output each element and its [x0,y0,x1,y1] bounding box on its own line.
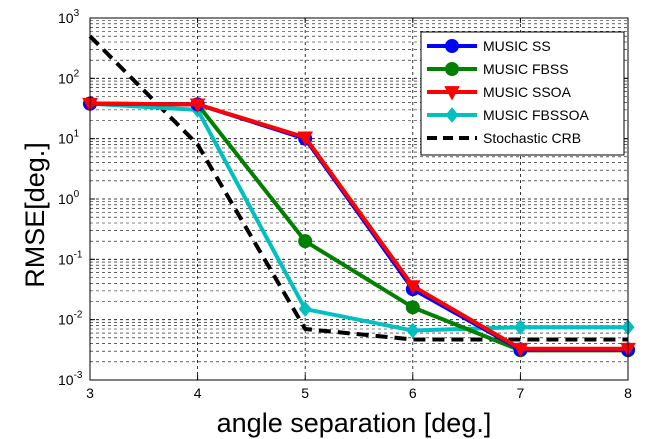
x-tick-label: 6 [409,385,417,401]
x-axis-label: angle separation [deg.] [217,408,492,438]
legend-entry: MUSIC SSOA [427,84,572,101]
y-tick-label: 101 [58,129,80,147]
legend-label: MUSIC SSOA [483,84,572,100]
legend-entry: Stochastic CRB [427,130,581,146]
x-tick-label: 3 [86,385,94,401]
x-tick-label: 5 [301,385,309,401]
data-point [405,300,420,315]
data-point [405,280,421,295]
data-point [513,319,527,336]
series-line [89,101,628,333]
data-point [297,131,313,146]
y-tick-label: 102 [58,68,80,86]
x-tick-label: 4 [194,385,202,401]
y-tick-label: 10-2 [58,310,83,328]
data-point [445,107,459,123]
y-tick-label: 103 [58,8,80,26]
legend-label: MUSIC FBSS [483,61,569,77]
legend: MUSIC SS MUSIC FBSS MUSIC SSOA MUSIC FBSSOA… [420,31,625,156]
x-tick-label: 7 [517,385,525,401]
y-axis-label: RMSE[deg.] [20,142,50,288]
data-point [189,98,206,113]
series-line [89,101,628,351]
data-point [445,39,459,53]
data-point [298,234,313,249]
data-point [298,301,312,317]
legend-label: MUSIC FBSSOA [483,107,589,123]
legend-entry: MUSIC SS [427,38,551,54]
data-point [444,86,460,101]
axis-ticks: 3 4 5 6 7 8 10-3 10-2 10-1 100 101 102 103 [58,8,632,401]
y-tick-label: 10-3 [58,370,83,388]
data-point [445,62,459,76]
y-tick-label: 100 [58,189,80,207]
legend-entry: MUSIC FBSSOA [427,107,589,123]
legend-entry: MUSIC FBSS [427,61,569,77]
series-stochastic-crb [88,34,628,342]
data-point [512,342,529,358]
data-point [406,322,420,339]
x-tick-label: 8 [624,385,632,401]
legend-label: MUSIC SS [483,38,551,54]
legend-label: Stochastic CRB [483,130,581,146]
series-line [88,34,628,342]
y-tick-label: 10-1 [58,249,83,267]
